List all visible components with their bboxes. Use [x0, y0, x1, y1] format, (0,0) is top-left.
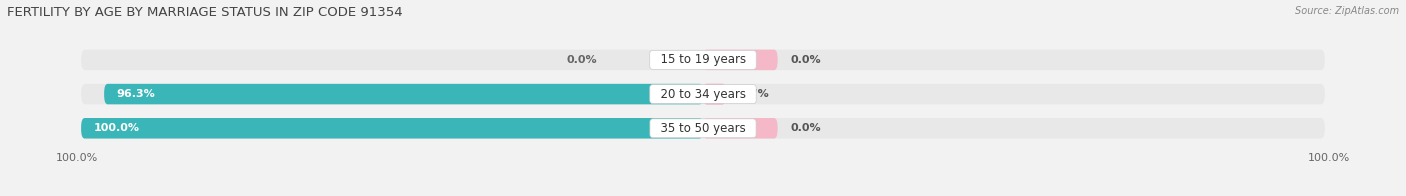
FancyBboxPatch shape	[82, 118, 1324, 139]
Text: 100.0%: 100.0%	[94, 123, 139, 133]
FancyBboxPatch shape	[703, 118, 778, 139]
Text: 20 to 34 years: 20 to 34 years	[652, 88, 754, 101]
FancyBboxPatch shape	[82, 84, 1324, 104]
Text: 96.3%: 96.3%	[117, 89, 155, 99]
Text: FERTILITY BY AGE BY MARRIAGE STATUS IN ZIP CODE 91354: FERTILITY BY AGE BY MARRIAGE STATUS IN Z…	[7, 6, 402, 19]
FancyBboxPatch shape	[82, 118, 703, 139]
FancyBboxPatch shape	[703, 84, 725, 104]
FancyBboxPatch shape	[82, 50, 1324, 70]
Text: 35 to 50 years: 35 to 50 years	[652, 122, 754, 135]
Text: 0.0%: 0.0%	[790, 123, 821, 133]
FancyBboxPatch shape	[703, 50, 778, 70]
FancyBboxPatch shape	[104, 84, 703, 104]
Text: 100.0%: 100.0%	[56, 153, 98, 163]
Text: 0.0%: 0.0%	[790, 55, 821, 65]
Text: Source: ZipAtlas.com: Source: ZipAtlas.com	[1295, 6, 1399, 16]
Legend: Married, Unmarried: Married, Unmarried	[627, 192, 779, 196]
Text: 100.0%: 100.0%	[1308, 153, 1350, 163]
Text: 15 to 19 years: 15 to 19 years	[652, 53, 754, 66]
Text: 3.7%: 3.7%	[738, 89, 769, 99]
Text: 0.0%: 0.0%	[567, 55, 598, 65]
